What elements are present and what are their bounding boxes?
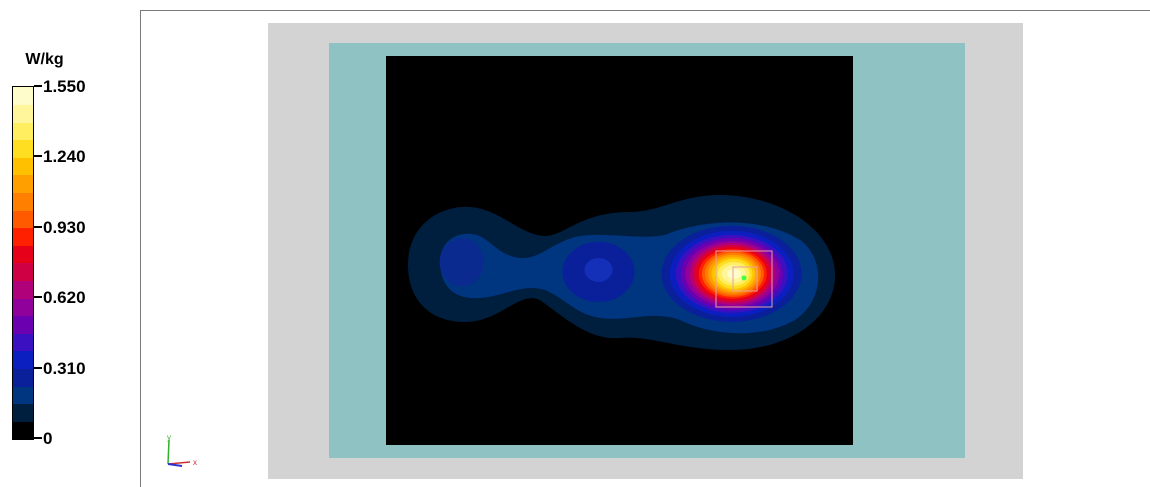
colorbar-level xyxy=(13,227,33,246)
contour-ring-19 xyxy=(726,268,741,279)
colorbar-tick xyxy=(34,155,42,158)
colorbar-level xyxy=(13,175,33,194)
colorbar-level xyxy=(13,210,33,229)
colorbar-level xyxy=(13,403,33,422)
colorbar-tick-label: 0.620 xyxy=(43,288,86,308)
colorbar-tick xyxy=(34,225,42,228)
colorbar-tick xyxy=(34,85,42,87)
colorbar-legend: W/kg 0 0.310 0.620 0.930 1.240 1.550 xyxy=(0,0,130,487)
triad-y-axis xyxy=(167,439,170,465)
zoom-scan-cube xyxy=(715,250,773,308)
hotspot-middle-core xyxy=(584,257,613,282)
colorbar-level xyxy=(13,280,33,299)
triad-x-label: x xyxy=(193,458,197,467)
colorbar-level xyxy=(13,421,33,439)
colorbar-tick xyxy=(34,366,42,369)
axes-triad: x y xyxy=(167,433,197,467)
colorbar-tick-label: 0 xyxy=(43,429,53,448)
colorbar-level xyxy=(13,298,33,317)
colorbar-level xyxy=(13,368,33,387)
colorbar-level xyxy=(13,104,33,123)
colorbar-tick-label: 1.240 xyxy=(43,147,86,167)
colorbar-tick xyxy=(34,296,42,299)
colorbar-level xyxy=(13,157,33,176)
viewport-frame xyxy=(140,10,1150,487)
triad-y-label: y xyxy=(167,433,171,442)
colorbar xyxy=(12,86,34,440)
peak-cube xyxy=(732,266,758,292)
colorbar-tick xyxy=(34,437,42,439)
colorbar-level xyxy=(13,139,33,158)
colorbar-tick-label: 0.930 xyxy=(43,217,86,237)
colorbar-level xyxy=(13,351,33,370)
colorbar-level xyxy=(13,192,33,211)
hotspot-left xyxy=(439,238,484,287)
colorbar-tick-label: 1.550 xyxy=(43,77,86,96)
colorbar-level xyxy=(13,315,33,334)
colorbar-level xyxy=(13,333,33,352)
sar-contours xyxy=(408,195,835,350)
colorbar-level xyxy=(13,263,33,282)
colorbar-unit: W/kg xyxy=(25,51,64,68)
colorbar-level xyxy=(13,122,33,141)
triad-z-axis xyxy=(167,463,183,467)
colorbar-level xyxy=(13,245,33,264)
colorbar-tick-label: 0.310 xyxy=(43,358,86,378)
colorbar-level xyxy=(13,386,33,405)
peak-marker xyxy=(741,275,747,281)
colorbar-level xyxy=(13,87,33,106)
